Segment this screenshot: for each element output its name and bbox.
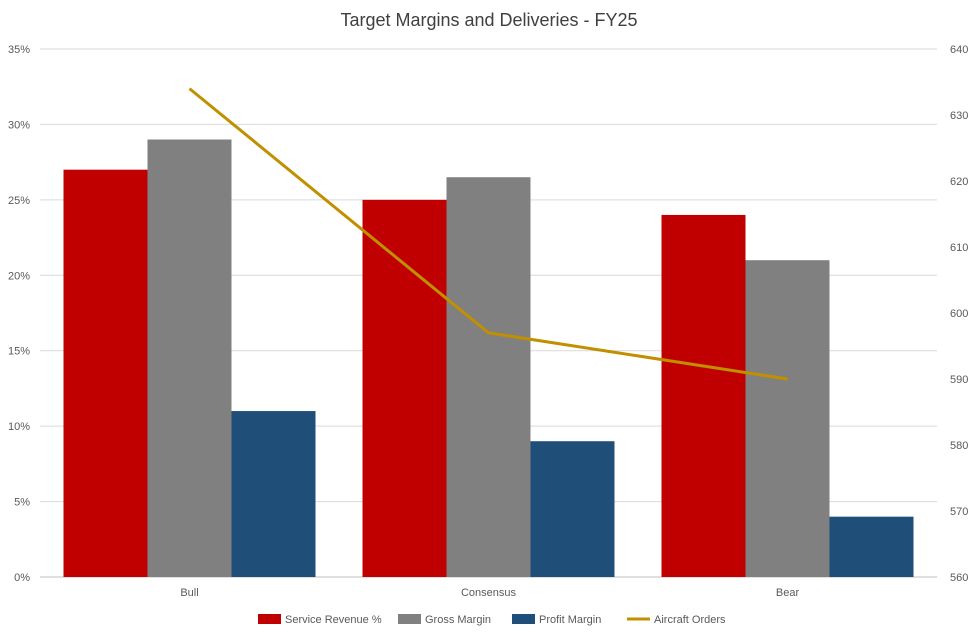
y-left-tick-label: 10% bbox=[8, 421, 30, 433]
y-right-tick-label: 600 bbox=[950, 308, 968, 320]
y-right-tick-label: 620 bbox=[950, 176, 968, 188]
x-category-label: Bull bbox=[180, 587, 198, 599]
y-left-tick-label: 35% bbox=[8, 44, 30, 56]
bar-profit-margin bbox=[829, 516, 914, 577]
legend-label: Gross Margin bbox=[425, 614, 491, 626]
y-left-tick-label: 30% bbox=[8, 119, 30, 131]
line-aircraft-orders bbox=[188, 87, 788, 381]
bar-service-revenue bbox=[63, 169, 148, 577]
x-category-label: Bear bbox=[776, 587, 800, 599]
legend-label: Profit Margin bbox=[539, 614, 601, 626]
y-left-tick-label: 5% bbox=[14, 497, 30, 509]
y-right-tick-label: 580 bbox=[950, 440, 968, 452]
bar-gross-margin bbox=[446, 177, 531, 577]
y-right-tick-label: 610 bbox=[950, 242, 968, 254]
y-right-tick-label: 570 bbox=[950, 506, 968, 518]
y-right-tick-label: 640 bbox=[950, 44, 968, 56]
legend-swatch bbox=[398, 614, 421, 624]
y-right-tick-label: 560 bbox=[950, 572, 968, 584]
y-left-tick-label: 25% bbox=[8, 195, 30, 207]
bar-profit-margin bbox=[231, 411, 316, 577]
y-right-tick-label: 630 bbox=[950, 110, 968, 122]
legend-swatch bbox=[258, 614, 281, 624]
y-left-tick-label: 15% bbox=[8, 346, 30, 358]
y-left-tick-label: 20% bbox=[8, 270, 30, 282]
legend-swatch bbox=[512, 614, 535, 624]
bar-profit-margin bbox=[530, 441, 615, 577]
bar-gross-margin bbox=[745, 260, 830, 577]
y-right-tick-label: 590 bbox=[950, 374, 968, 386]
legend-label: Service Revenue % bbox=[285, 614, 382, 626]
y-left-tick-label: 0% bbox=[14, 572, 30, 584]
bar-service-revenue bbox=[661, 214, 746, 577]
legend-label: Aircraft Orders bbox=[654, 614, 726, 626]
bar-service-revenue bbox=[362, 199, 447, 577]
chart-title: Target Margins and Deliveries - FY25 bbox=[340, 10, 638, 30]
bar-gross-margin bbox=[147, 139, 232, 577]
x-category-label: Consensus bbox=[461, 587, 517, 599]
